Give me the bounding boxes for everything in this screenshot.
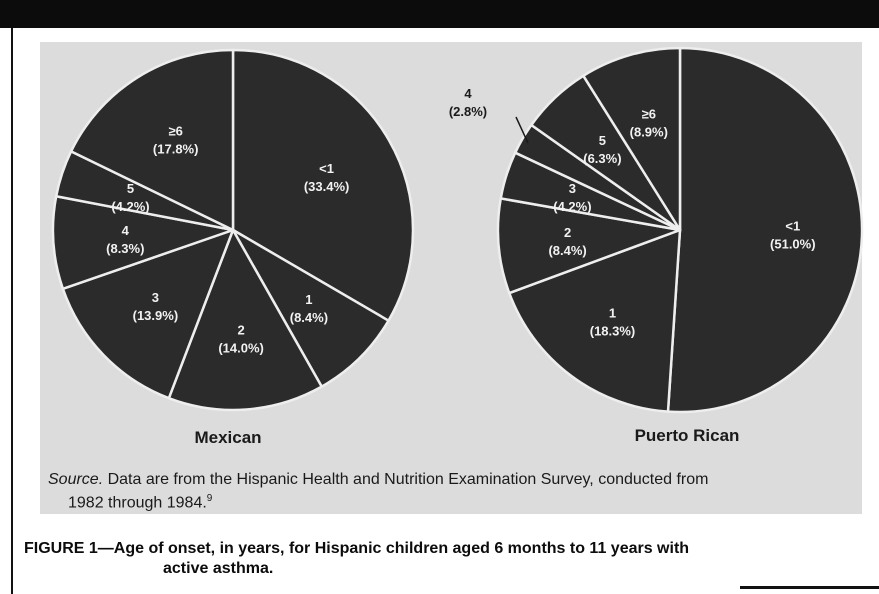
source-label: Source. [48, 471, 104, 488]
puerto-rican-slice-ge6 [582, 46, 682, 232]
puerto-rican-slice-value-ge6: (8.9%) [630, 125, 668, 140]
mexican-slice-value-5: (4.2%) [111, 199, 149, 214]
mexican-slice-label-4: 4 [122, 223, 130, 238]
source-text-line2: 1982 through 1984. [68, 494, 207, 512]
pie-chart-puerto-rican: <1 (51.0%) 1 (18.3%) 2 (8.4%) 3 (4.2%) 5 (6.3%) ≥6… [496, 46, 864, 414]
mexican-slice-label-5: 5 [127, 181, 134, 196]
pie-chart-mexican: <1 (33.4%) 1 (8.4%) 2 (14.0%) 3 (13.9%) 4 (8.3%) 5… [51, 48, 415, 412]
mexican-slice-value-2: (14.0%) [218, 341, 264, 356]
left-border-rule [11, 28, 13, 594]
puerto-rican-slice-label-lt1: <1 [785, 219, 800, 234]
mexican-slice-ge6 [69, 48, 235, 232]
figure-caption: FIGURE 1—Age of onset, in years, for His… [24, 539, 874, 579]
mexican-slice-3 [61, 228, 235, 400]
puerto-rican-slice-value-4: (2.8%) [449, 104, 487, 119]
mexican-slice-1 [231, 228, 390, 388]
source-text-line1: Data are from the Hispanic Health and Nu… [107, 471, 709, 488]
puerto-rican-slice-label-3: 3 [569, 181, 576, 196]
puerto-rican-leader-line-4 [515, 116, 529, 144]
caption-line1: FIGURE 1—Age of onset, in years, for His… [24, 540, 690, 557]
chart-title-mexican: Mexican [194, 428, 261, 447]
leader-lines: 4 (2.8%) [449, 86, 529, 144]
chart-title-puerto-rican: Puerto Rican [635, 426, 740, 445]
puerto-rican-slice-value-2: (8.4%) [548, 243, 586, 258]
mexican-slice-value-lt1: (33.4%) [304, 179, 350, 194]
mexican-slice-lt1 [231, 48, 415, 322]
mexican-slice-4 [51, 195, 235, 291]
caption-line2: active asthma. [163, 560, 274, 577]
mexican-slice-value-ge6: (17.8%) [153, 142, 199, 157]
mexican-slice-label-lt1: <1 [319, 161, 334, 176]
mexican-slice-2 [167, 228, 323, 412]
mexican-slice-value-1: (8.4%) [290, 310, 328, 325]
mexican-slice-label-3: 3 [152, 290, 159, 305]
bottom-border-rule [740, 586, 879, 589]
puerto-rican-slice-value-1: (18.3%) [590, 323, 636, 338]
puerto-rican-slice-value-5: (6.3%) [583, 151, 621, 166]
puerto-rican-slice-label-4: 4 [464, 86, 472, 101]
puerto-rican-slice-value-lt1: (51.0%) [770, 237, 816, 252]
puerto-rican-slice-1 [508, 228, 682, 413]
mexican-slice-label-ge6: ≥6 [169, 124, 183, 139]
mexican-slice-label-1: 1 [305, 292, 312, 307]
puerto-rican-slice-label-2: 2 [564, 225, 571, 240]
mexican-slice-label-2: 2 [237, 323, 244, 338]
puerto-rican-slice-lt1 [666, 46, 864, 414]
mexican-slice-value-4: (8.3%) [106, 241, 144, 256]
puerto-rican-slice-label-ge6: ≥6 [642, 107, 656, 122]
mexican-slice-value-3: (13.9%) [133, 308, 179, 323]
source-note: Source. Data are from the Hispanic Healt… [48, 470, 868, 512]
puerto-rican-slice-label-5: 5 [599, 133, 606, 148]
puerto-rican-slice-label-1: 1 [609, 305, 616, 320]
source-ref: 9 [206, 493, 213, 504]
top-black-bar [0, 0, 879, 28]
puerto-rican-slice-value-3: (4.2%) [553, 199, 591, 214]
